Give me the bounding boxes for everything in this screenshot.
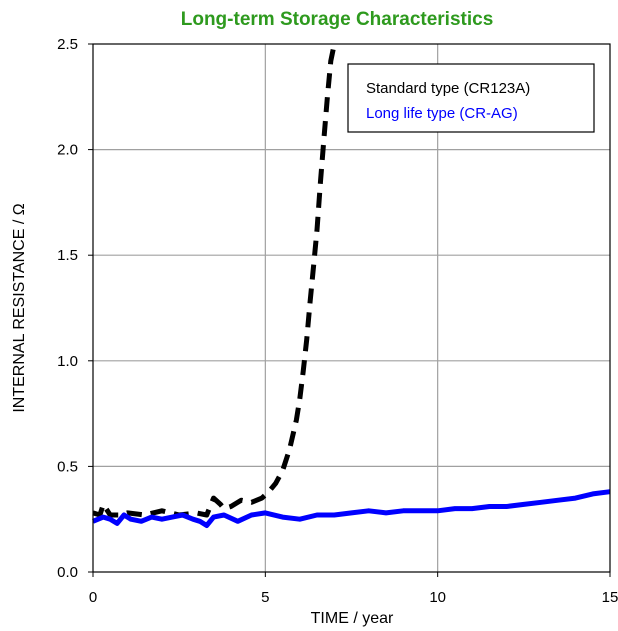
series-line-standard [92,43,337,518]
chart-title: Long-term Storage Characteristics [181,9,494,30]
x-tick-label: 15 [602,589,618,606]
series-line-long-life [92,489,611,528]
y-tick-label: 0.0 [57,564,78,581]
tick-labels: 0 5 10 15 0.0 0.5 1.0 1.5 2.0 2.5 [57,36,618,606]
legend-entry-standard: Standard type (CR123A) [366,80,530,97]
y-axis-label: INTERNAL RESISTANCE / Ω [11,203,28,412]
y-tick-label: 2.0 [57,142,78,159]
plot-frame [92,43,611,573]
x-axis-label: TIME / year [311,610,394,627]
x-tick-label: 5 [261,589,269,606]
legend: Standard type (CR123A) Long life type (C… [347,63,595,133]
legend-box [347,63,595,133]
y-tick-label: 0.5 [57,458,78,475]
x-tick-label: 0 [89,589,97,606]
series-group [92,43,611,528]
y-tick-label: 1.0 [57,353,78,370]
y-tick-label: 1.5 [57,247,78,264]
legend-entry-long-life: Long life type (CR-AG) [366,105,518,122]
y-tick-label: 2.5 [57,36,78,53]
x-tick-label: 10 [429,589,446,606]
